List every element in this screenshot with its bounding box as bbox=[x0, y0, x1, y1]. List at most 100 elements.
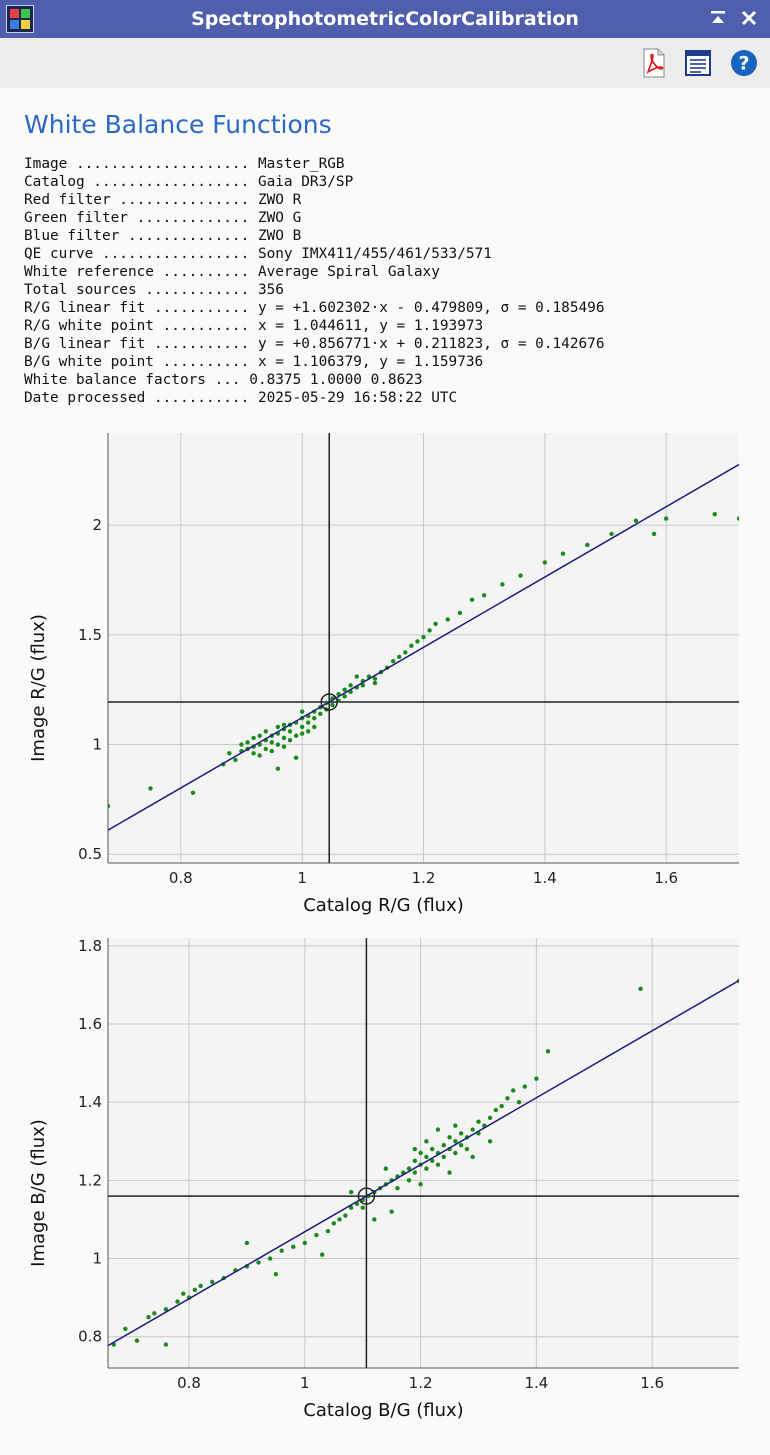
data-point bbox=[522, 1084, 528, 1089]
data-point bbox=[325, 1228, 331, 1234]
y-tick-label: 1.6 bbox=[78, 1015, 102, 1033]
data-point bbox=[447, 1170, 452, 1175]
data-point bbox=[545, 1049, 551, 1054]
data-point bbox=[239, 742, 244, 747]
data-point bbox=[542, 560, 548, 565]
data-point bbox=[633, 518, 639, 523]
data-point bbox=[395, 1185, 400, 1191]
report-row: Red filter ............... ZWO R bbox=[24, 191, 605, 209]
data-point bbox=[409, 643, 414, 649]
data-point bbox=[418, 1182, 423, 1187]
y-tick-label: 0.5 bbox=[78, 845, 102, 863]
data-point bbox=[372, 1217, 377, 1222]
data-point bbox=[331, 1221, 336, 1226]
x-axis-label: Catalog R/G (flux) bbox=[303, 895, 464, 916]
data-point bbox=[458, 1142, 464, 1148]
fit-line bbox=[108, 979, 739, 1347]
data-point bbox=[181, 1291, 186, 1296]
data-point bbox=[348, 1205, 354, 1210]
report-value: 356 bbox=[257, 282, 284, 298]
data-point bbox=[293, 733, 299, 738]
data-point bbox=[406, 1178, 412, 1183]
data-point bbox=[198, 1283, 203, 1289]
data-point bbox=[337, 1217, 342, 1222]
data-point bbox=[403, 650, 408, 655]
data-point bbox=[453, 1123, 458, 1128]
report-label: R/G linear fit ........... bbox=[24, 300, 250, 316]
data-point bbox=[457, 610, 463, 616]
rg-chart: 0.8 1 1.2 1.4 1.6 0.5 1 1.5 2 Catalog R/G (flux) I… bbox=[28, 433, 739, 916]
data-point bbox=[481, 593, 487, 598]
data-point bbox=[476, 1119, 481, 1124]
data-point bbox=[299, 724, 305, 730]
report-value: 2025-05-29 16:58:22 UTC bbox=[257, 390, 458, 406]
data-point bbox=[319, 1252, 325, 1257]
data-point bbox=[453, 1139, 458, 1144]
report-row: QE curve ................. Sony IMX411/4… bbox=[24, 245, 605, 263]
data-point bbox=[281, 744, 287, 749]
data-point bbox=[651, 531, 657, 537]
report-value: 0.8375 1.0000 0.8623 bbox=[249, 372, 423, 388]
report-icon[interactable] bbox=[685, 48, 711, 78]
close-icon[interactable] bbox=[740, 8, 758, 31]
y-tick-label: 1.4 bbox=[78, 1093, 102, 1111]
report-value: y = +1.602302·x - 0.479809, σ = 0.185496 bbox=[257, 300, 605, 316]
data-point bbox=[175, 1299, 180, 1304]
data-point bbox=[663, 516, 669, 521]
data-point bbox=[312, 724, 317, 730]
data-point bbox=[560, 551, 566, 556]
data-point bbox=[312, 716, 317, 721]
data-point bbox=[354, 674, 359, 679]
x-tick-label: 1.4 bbox=[524, 1374, 548, 1392]
data-point bbox=[458, 1131, 464, 1136]
report-value: ZWO B bbox=[257, 228, 302, 244]
data-point bbox=[152, 1311, 157, 1316]
report-label: Date processed ........... bbox=[24, 390, 250, 406]
x-tick-label: 0.8 bbox=[169, 869, 193, 887]
x-tick-label: 1 bbox=[297, 869, 307, 887]
y-tick-label: 1.2 bbox=[78, 1171, 102, 1189]
data-point bbox=[287, 737, 293, 743]
data-point bbox=[418, 1150, 423, 1156]
data-point bbox=[233, 757, 238, 763]
data-point bbox=[275, 724, 281, 730]
data-point bbox=[275, 742, 281, 747]
data-point bbox=[435, 1127, 441, 1132]
data-point bbox=[500, 582, 505, 587]
title-bar: SpectrophotometricColorCalibration bbox=[0, 0, 770, 38]
report-value: Sony IMX411/455/461/533/571 bbox=[257, 246, 492, 262]
plot-area bbox=[108, 938, 739, 1368]
window-title: SpectrophotometricColorCalibration bbox=[191, 8, 579, 30]
y-tick-label: 1.8 bbox=[78, 937, 102, 955]
data-point bbox=[433, 621, 438, 627]
data-point bbox=[435, 1162, 441, 1167]
data-point bbox=[269, 748, 275, 754]
data-point bbox=[511, 1088, 516, 1093]
x-tick-label: 1.4 bbox=[533, 869, 557, 887]
pdf-icon[interactable] bbox=[641, 48, 667, 78]
y-tick-label: 0.8 bbox=[78, 1328, 102, 1346]
data-point bbox=[389, 1209, 394, 1214]
bg-chart: 0.8 1 1.2 1.4 1.6 0.8 1 1.2 1.4 1.6 1.8 Catalog B/G… bbox=[28, 937, 739, 1421]
toolbar: ? bbox=[0, 38, 770, 88]
data-point bbox=[318, 711, 323, 717]
data-point bbox=[192, 1287, 198, 1293]
data-point bbox=[421, 634, 426, 640]
data-point bbox=[299, 731, 305, 736]
report-row: Image .................... Master_RGB bbox=[24, 155, 605, 173]
data-point bbox=[244, 1240, 250, 1246]
shade-icon[interactable] bbox=[709, 8, 727, 31]
data-point bbox=[263, 746, 268, 752]
data-point bbox=[190, 790, 196, 795]
data-point bbox=[493, 1107, 499, 1113]
report-label: B/G linear fit ........... bbox=[24, 336, 250, 352]
data-point bbox=[453, 1150, 458, 1156]
help-icon[interactable]: ? bbox=[729, 48, 759, 78]
report-label: Catalog .................. bbox=[24, 174, 250, 190]
report-label: Image .................... bbox=[24, 156, 250, 172]
data-point bbox=[251, 751, 256, 756]
data-point bbox=[275, 766, 281, 771]
data-point bbox=[712, 511, 717, 517]
data-point bbox=[306, 720, 311, 725]
x-tick-label: 1.2 bbox=[409, 1374, 433, 1392]
